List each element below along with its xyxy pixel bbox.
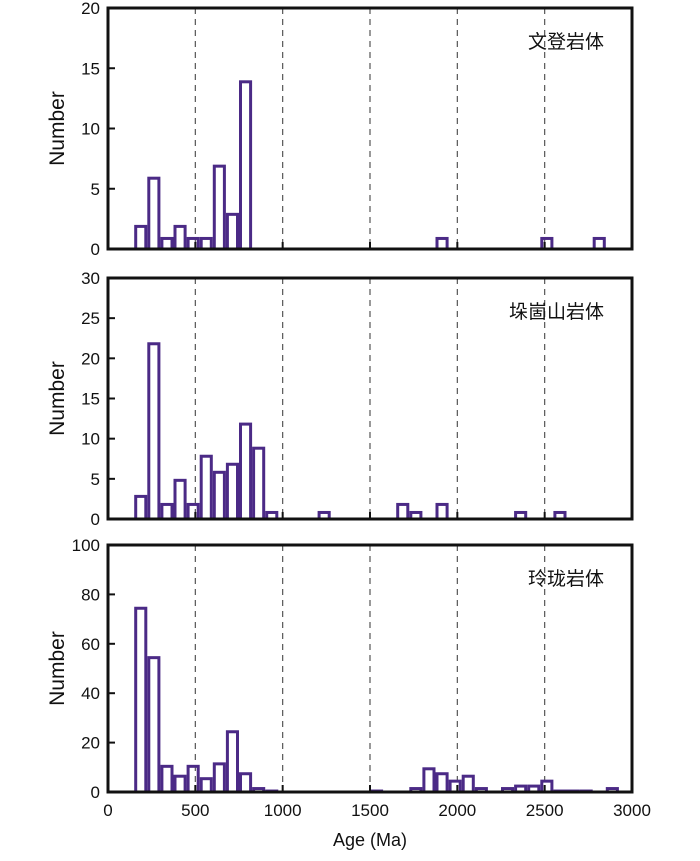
histogram-bar [239,422,253,521]
histogram-bar [199,236,213,251]
y-tick-label: 5 [91,180,100,199]
histogram-bar [592,236,606,251]
histogram-bar [212,470,226,521]
histogram-bar [160,764,174,794]
x-axis-label: Age (Ma) [333,830,407,850]
histogram-bar [199,454,213,521]
x-tick-label: 1500 [351,801,389,820]
histogram-bar [147,176,161,251]
x-tick-label: 3000 [613,801,651,820]
histogram-bar [239,80,253,251]
histogram-bar [435,502,449,521]
histogram-bar [422,767,436,794]
y-axis-label: Number [46,91,69,166]
y-tick-label: 60 [81,635,100,654]
histogram-bar [225,212,239,251]
y-tick-label: 15 [81,390,100,409]
histogram-bar [540,779,554,794]
y-tick-label: 15 [81,59,100,78]
y-axis-label: Number [46,631,69,706]
y-tick-label: 20 [81,0,100,18]
histogram-bar [160,236,174,251]
panel-3: 0 20 40 60 80 100 Number 玲珑岩体 [46,536,634,802]
panel-title: 玲珑岩体 [528,568,604,590]
histogram-bar [186,502,200,521]
histogram-bar [396,502,410,521]
histogram-bar [225,462,239,521]
histogram-bar [147,656,161,794]
panel-1: 0 5 10 15 20 Number 文登岩体 [46,0,634,259]
histogram-bar [199,777,213,794]
y-axis-label: Number [46,361,69,436]
panel-title: 垛崮山岩体 [509,301,604,323]
y-tick-label: 0 [91,783,100,802]
shared-x-axis: Age (Ma) 0 500 1000 1500 2000 2500 3000 [103,801,651,850]
y-tick-label: 0 [91,510,100,529]
histogram-bar [252,446,266,521]
x-tick-label: 2000 [438,801,476,820]
x-tick-label: 1000 [264,801,302,820]
histogram-bar [160,502,174,521]
histogram-bar [186,764,200,794]
histogram-bar [461,774,475,794]
histogram-bar [134,494,148,521]
y-tick-label: 100 [72,536,100,555]
x-tick-label: 500 [181,801,209,820]
y-tick-label: 20 [81,734,100,753]
panels: 0 5 10 15 20 Number 文登岩体 0 5 10 15 20 25 30 Number 垛崮山岩… [46,0,634,802]
histogram-bar [173,224,187,251]
histogram-bar [540,236,554,251]
x-tick-label: 2500 [526,801,564,820]
histogram-bar [225,730,239,794]
histogram-bar [173,478,187,521]
histogram-bar [435,236,449,251]
y-tick-label: 25 [81,309,100,328]
histogram-bar [173,774,187,794]
panel-title: 文登岩体 [528,31,604,53]
y-tick-label: 10 [81,430,100,449]
histogram-bar [212,164,226,251]
y-tick-label: 0 [91,240,100,259]
y-tick-label: 20 [81,349,100,368]
histogram-bar [134,224,148,251]
histogram-bar [134,606,148,794]
histogram-bar [448,779,462,794]
histogram-bar [186,236,200,251]
y-tick-label: 5 [91,470,100,489]
histogram-bar [212,762,226,794]
panel-2: 0 5 10 15 20 25 30 Number 垛崮山岩体 [46,269,634,529]
y-tick-label: 10 [81,120,100,139]
y-tick-label: 30 [81,269,100,288]
y-tick-label: 40 [81,684,100,703]
histogram-bar [147,342,161,521]
histogram-bar [435,772,449,794]
histogram-bar [239,772,253,794]
y-tick-label: 80 [81,585,100,604]
x-tick-label: 0 [103,801,112,820]
